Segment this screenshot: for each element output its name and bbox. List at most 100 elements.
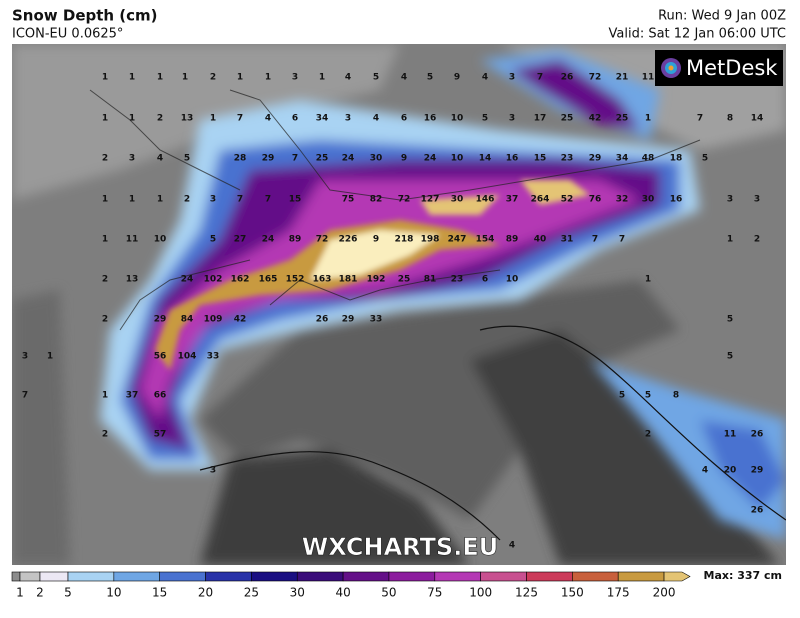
snow-depth-label: 2	[102, 315, 108, 325]
snow-depth-label: 1	[102, 391, 108, 401]
snow-depth-label: 48	[642, 154, 655, 164]
legend-tick-label: 5	[64, 586, 72, 600]
legend-swatch	[113, 571, 160, 582]
snow-depth-label: 34	[616, 154, 629, 164]
snow-depth-label: 1	[319, 73, 325, 83]
snow-depth-label: 31	[561, 235, 574, 245]
snow-depth-label: 89	[289, 235, 302, 245]
legend-tick-label: 175	[607, 586, 630, 600]
snow-depth-label: 1	[102, 195, 108, 205]
snow-depth-label: 1	[727, 235, 733, 245]
snow-depth-label: 2	[102, 154, 108, 164]
snow-depth-label: 6	[482, 275, 488, 285]
snow-depth-label: 20	[724, 466, 737, 476]
snow-depth-label: 2	[184, 195, 190, 205]
snow-depth-label: 1	[265, 73, 271, 83]
snow-depth-label: 2	[645, 430, 651, 440]
snow-depth-label: 34	[316, 114, 329, 124]
valid: Valid: Sat 12 Jan 06:00 UTC	[609, 27, 787, 42]
snow-depth-label: 30	[451, 195, 464, 205]
snow-depth-label: 23	[451, 275, 464, 285]
legend-swatch	[205, 571, 252, 582]
snow-depth-label: 29	[589, 154, 602, 164]
snow-depth-label: 56	[154, 352, 167, 362]
snow-depth-label: 26	[561, 73, 574, 83]
snow-depth-label: 152	[286, 275, 305, 285]
legend-swatch	[11, 571, 21, 582]
snow-depth-label: 29	[262, 154, 275, 164]
snow-depth-label: 7	[237, 195, 243, 205]
snow-depth-label: 72	[398, 195, 411, 205]
snow-depth-label: 37	[126, 391, 139, 401]
legend-swatch	[296, 571, 344, 582]
snow-depth-label: 89	[506, 235, 519, 245]
snow-depth-label: 2	[157, 114, 163, 124]
title: Snow Depth (cm)	[12, 7, 158, 25]
snow-depth-label: 25	[316, 154, 329, 164]
snow-depth-label: 13	[181, 114, 194, 124]
snow-depth-label: 5	[427, 73, 433, 83]
snow-depth-label: 25	[561, 114, 574, 124]
snow-depth-label: 1	[645, 114, 651, 124]
snow-depth-label: 4	[702, 466, 708, 476]
snow-depth-label: 11	[126, 235, 139, 245]
snow-depth-label: 3	[754, 195, 760, 205]
run: Run: Wed 9 Jan 00Z	[658, 9, 786, 24]
snow-depth-label: 26	[751, 430, 764, 440]
snow-depth-label: 2	[102, 275, 108, 285]
snow-depth-label: 5	[482, 114, 488, 124]
legend-tick-label: 10	[106, 586, 121, 600]
snow-depth-label: 226	[339, 235, 358, 245]
snow-depth-label: 146	[476, 195, 495, 205]
snow-depth-label: 1	[129, 114, 135, 124]
snow-depth-label: 24	[262, 235, 275, 245]
snow-depth-label: 3	[509, 114, 515, 124]
legend-tick-label: 75	[427, 586, 442, 600]
snow-depth-label: 16	[424, 114, 437, 124]
snow-depth-label: 247	[448, 235, 467, 245]
legend-swatch	[434, 571, 481, 582]
legend-tick-label: 50	[381, 586, 396, 600]
snow-depth-label: 16	[670, 195, 683, 205]
snow-depth-label: 25	[616, 114, 629, 124]
legend-tick-label: 100	[469, 586, 492, 600]
snow-depth-label: 29	[342, 315, 355, 325]
map-labels: 1111211314545943726722111151121317463434…	[22, 73, 763, 551]
snow-depth-label: 7	[697, 114, 703, 124]
snow-depth-label: 218	[395, 235, 414, 245]
snow-depth-label: 37	[506, 195, 519, 205]
snow-depth-label: 27	[234, 235, 247, 245]
snow-depth-label: 3	[22, 352, 28, 362]
legend-swatch	[67, 571, 115, 582]
legend-tick-label: 2	[36, 586, 44, 600]
snow-depth-label: 9	[454, 73, 460, 83]
snow-depth-label: 1	[102, 114, 108, 124]
legend-swatch	[388, 571, 436, 582]
snow-depth-label: 198	[421, 235, 440, 245]
snow-depth-label: 109	[204, 315, 223, 325]
snow-depth-label: 165	[259, 275, 278, 285]
snow-depth-label: 264	[531, 195, 550, 205]
snow-depth-label: 2	[102, 430, 108, 440]
snow-depth-label: 4	[373, 114, 379, 124]
snow-depth-label: 4	[482, 73, 488, 83]
legend-tick-label: 1	[16, 586, 24, 600]
legend-max: Max: 337 cm	[704, 569, 782, 582]
snow-depth-label: 76	[589, 195, 602, 205]
legend-tick-label: 20	[198, 586, 213, 600]
snow-depth-label: 192	[367, 275, 386, 285]
snow-depth-label: 1	[182, 73, 188, 83]
snow-depth-label: 14	[479, 154, 492, 164]
snow-depth-label: 33	[207, 352, 220, 362]
snow-depth-label: 82	[370, 195, 383, 205]
snow-depth-label: 3	[210, 466, 216, 476]
snow-depth-label: 4	[509, 541, 515, 551]
snow-depth-label: 72	[589, 73, 602, 83]
snow-depth-label: 23	[561, 154, 574, 164]
snow-depth-label: 4	[401, 73, 407, 83]
snow-depth-label: 181	[339, 275, 358, 285]
snow-depth-label: 17	[534, 114, 547, 124]
snow-depth-label: 6	[292, 114, 298, 124]
